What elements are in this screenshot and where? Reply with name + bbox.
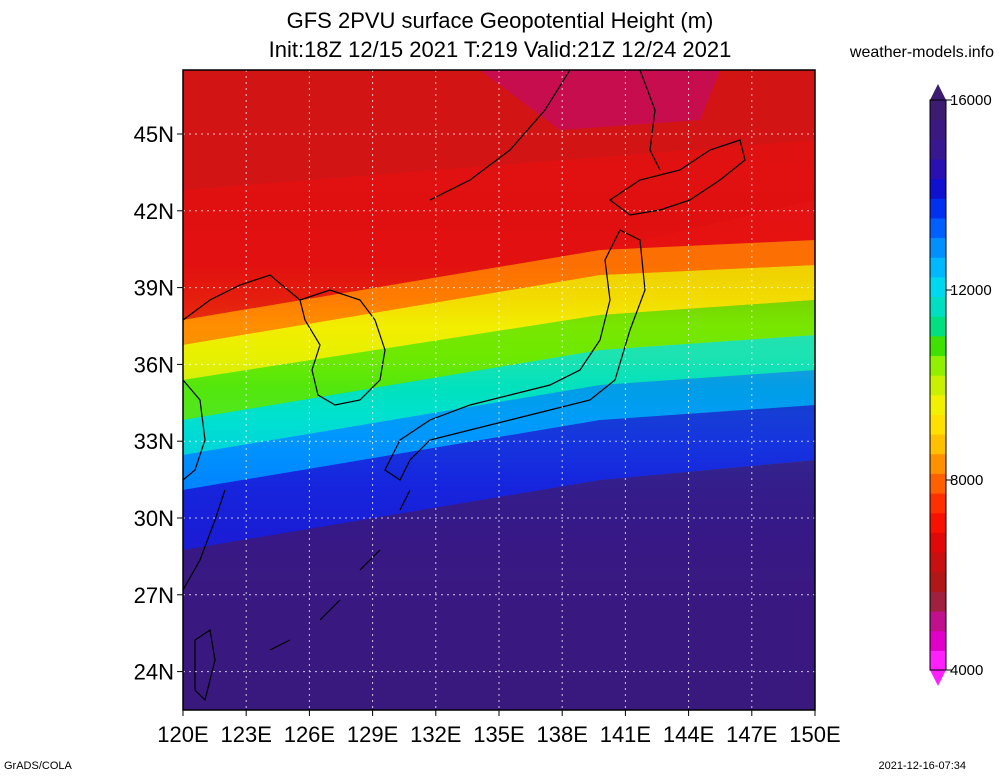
lon-tick-label: 123E xyxy=(221,722,272,747)
lat-tick-label: 27N xyxy=(134,583,174,608)
lon-tick-label: 126E xyxy=(284,722,335,747)
colorbar-segment xyxy=(930,139,946,160)
colorbar-segment xyxy=(930,100,946,121)
lat-tick-label: 36N xyxy=(134,352,174,377)
colorbar-tick-label: 12000 xyxy=(950,282,992,299)
colorbar-tick-label: 8000 xyxy=(950,472,983,489)
colorbar-segment xyxy=(930,473,946,494)
longitude-axis: 120E 123E 126E 129E 132E 135E 138E 141E 144E 147E… xyxy=(157,710,841,747)
colorbar-min-arrow xyxy=(930,670,946,686)
colorbar-segment xyxy=(930,571,946,592)
colorbar-segment xyxy=(930,316,946,337)
lon-tick-label: 120E xyxy=(157,722,208,747)
colorbar-segment xyxy=(930,375,946,396)
colorbar-segment xyxy=(930,512,946,533)
lon-tick-label: 141E xyxy=(600,722,651,747)
colorbar-segment xyxy=(930,158,946,180)
chart-subtitle: Init:18Z 12/15 2021 T:219 Valid:21Z 12/2… xyxy=(268,37,732,62)
colorbar-segment xyxy=(930,434,946,455)
site-watermark: weather-models.info xyxy=(849,44,994,61)
colorbar-segment xyxy=(930,355,946,376)
latitude-axis: 45N 42N 39N 36N 33N 30N 27N 24N xyxy=(134,122,183,685)
colorbar: 16000 12000 8000 4000 xyxy=(929,84,992,686)
software-credit: GrADS/COLA xyxy=(4,760,72,772)
lat-tick-label: 24N xyxy=(134,660,174,685)
colorbar-segment xyxy=(930,552,946,573)
colorbar-segment xyxy=(930,257,946,278)
coastlines xyxy=(183,70,746,702)
colorbar-frame xyxy=(929,99,947,671)
lat-tick-label: 42N xyxy=(134,199,174,224)
lat-tick-label: 33N xyxy=(134,429,174,454)
colorbar-segment xyxy=(930,493,946,514)
colorbar-segment xyxy=(930,217,946,239)
colorbar-segment xyxy=(930,414,946,435)
lat-tick-label: 30N xyxy=(134,506,174,531)
colorbar-segment xyxy=(930,630,946,651)
lat-tick-label: 39N xyxy=(134,276,174,301)
colorbar-tick-label: 4000 xyxy=(950,662,983,679)
colorbar-tick-label: 16000 xyxy=(950,92,992,109)
colorbar-segment xyxy=(930,591,946,612)
colorbar-segment xyxy=(930,611,946,632)
colorbar-segment xyxy=(930,296,946,317)
lon-tick-label: 135E xyxy=(473,722,524,747)
colorbar-segment xyxy=(930,237,946,258)
chart-title: GFS 2PVU surface Geopotential Height (m) xyxy=(286,8,714,33)
colorbar-segment xyxy=(930,335,946,357)
colorbar-segment xyxy=(930,453,946,474)
timestamp: 2021-12-16-07:34 xyxy=(878,760,966,772)
lon-tick-label: 132E xyxy=(410,722,461,747)
grid-lines xyxy=(183,70,815,710)
colorbar-segment xyxy=(930,178,946,199)
lon-tick-label: 147E xyxy=(726,722,777,747)
colorbar-segment xyxy=(930,276,946,298)
colorbar-max-arrow xyxy=(930,84,946,100)
lat-tick-label: 45N xyxy=(134,122,174,147)
lon-tick-label: 138E xyxy=(537,722,588,747)
colorbar-segment xyxy=(930,119,946,140)
colorbar-segment xyxy=(930,650,946,671)
lon-tick-label: 144E xyxy=(663,722,714,747)
colorbar-segment xyxy=(930,532,946,553)
lon-tick-label: 129E xyxy=(347,722,398,747)
lon-tick-label: 150E xyxy=(789,722,840,747)
colorbar-segment xyxy=(930,198,946,219)
colorbar-segment xyxy=(930,394,946,415)
